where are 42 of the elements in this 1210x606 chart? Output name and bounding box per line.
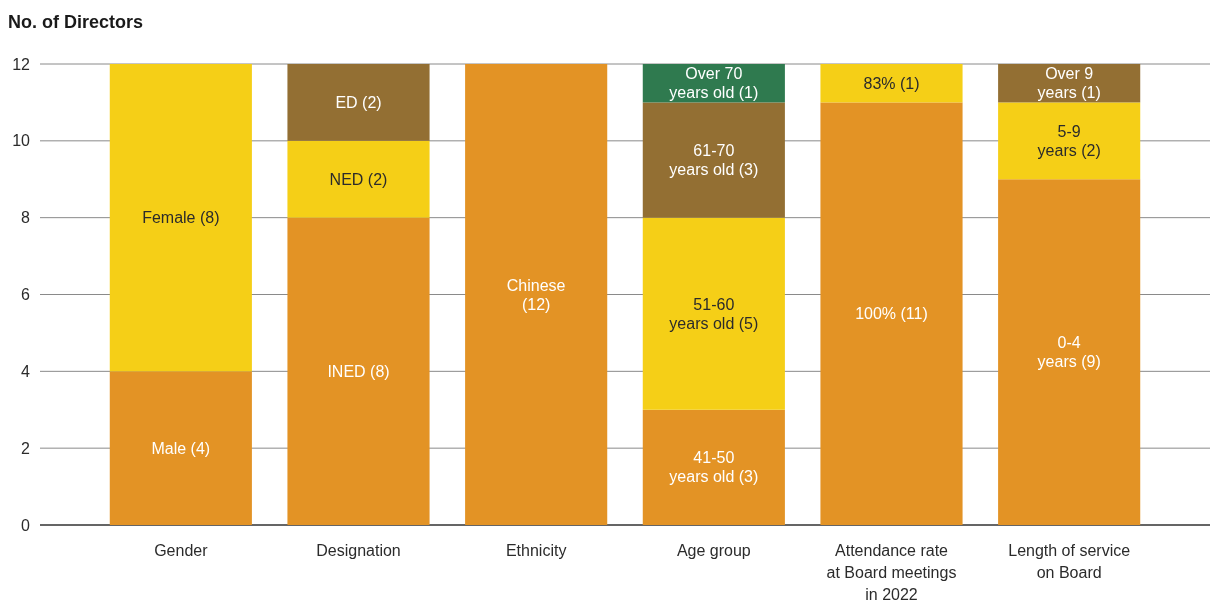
- y-tick-label: 4: [21, 362, 31, 380]
- x-tick-label: Length of service on Board: [1008, 542, 1131, 581]
- data-label: ED (2): [335, 93, 382, 111]
- y-tick-label: 6: [21, 286, 31, 303]
- bar: [287, 64, 430, 141]
- bar: [287, 140, 430, 218]
- data-label: Male (4): [151, 439, 211, 457]
- bar: [820, 64, 963, 103]
- data-label: 83% (1): [863, 74, 920, 92]
- bar: [109, 64, 252, 372]
- bar: [287, 217, 430, 525]
- data-label: 61-70 years old (3): [669, 142, 759, 179]
- data-label: 100% (11): [855, 305, 928, 323]
- data-label: Female (8): [142, 209, 220, 227]
- data-label: NED (2): [329, 170, 388, 188]
- y-tick-label: 8: [21, 209, 31, 227]
- y-tick-label: 0: [21, 516, 31, 534]
- x-tick-label: Ethnicity: [505, 542, 567, 559]
- bar: [998, 102, 1141, 180]
- x-tick-label: Designation: [316, 542, 401, 559]
- bar: [998, 179, 1141, 525]
- data-label: 51-60 years old (5): [669, 295, 759, 332]
- bar: [642, 102, 785, 218]
- y-axis-title: No. of Directors: [8, 12, 144, 32]
- data-label: Chinese (12): [506, 276, 566, 313]
- data-label: 5-9 years (2): [1037, 122, 1101, 159]
- bar: [820, 102, 963, 525]
- y-tick-label: 10: [12, 132, 31, 150]
- y-tick-label: 12: [12, 55, 31, 73]
- bar: [465, 64, 608, 525]
- data-label: 0-4 years (9): [1037, 334, 1101, 371]
- data-label: 41-50 years old (3): [669, 449, 759, 486]
- x-tick-label: Age group: [676, 542, 751, 559]
- data-label: Over 70 years old (1): [669, 65, 759, 102]
- bar: [642, 409, 785, 525]
- bar: [642, 217, 785, 410]
- x-tick-label: Gender: [154, 542, 209, 559]
- data-label: INED (8): [327, 362, 390, 380]
- bar: [109, 371, 252, 525]
- data-label: Over 9 years (1): [1037, 65, 1101, 102]
- y-tick-label: 2: [21, 439, 31, 457]
- x-tick-label: Attendance rate at Board meetings in 2022: [826, 542, 957, 603]
